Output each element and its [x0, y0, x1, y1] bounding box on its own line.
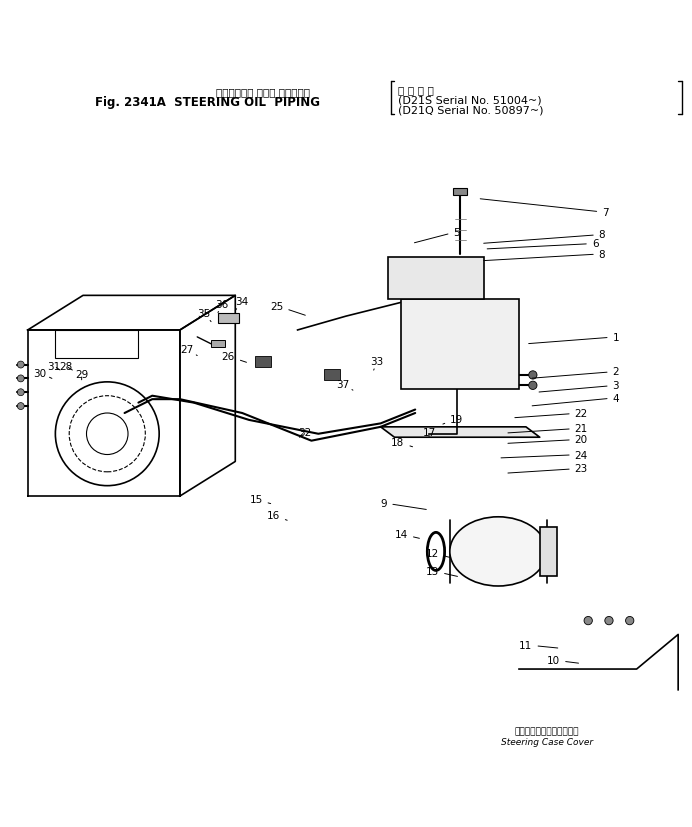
- Polygon shape: [381, 428, 540, 437]
- Text: 18: 18: [391, 437, 412, 447]
- Text: 13: 13: [426, 566, 457, 576]
- FancyBboxPatch shape: [401, 299, 519, 390]
- Text: 7: 7: [480, 199, 609, 218]
- Text: 24: 24: [501, 450, 588, 460]
- Circle shape: [17, 403, 24, 410]
- Bar: [453, 189, 467, 196]
- Circle shape: [529, 382, 537, 390]
- Circle shape: [17, 390, 24, 396]
- Bar: [324, 370, 340, 381]
- Text: 25: 25: [270, 301, 305, 316]
- Circle shape: [17, 375, 24, 382]
- Text: Steering Case Cover: Steering Case Cover: [500, 738, 593, 746]
- Text: 6: 6: [487, 239, 599, 250]
- Ellipse shape: [450, 517, 547, 586]
- Text: 16: 16: [266, 511, 287, 521]
- Text: 9: 9: [381, 499, 426, 509]
- Text: 31: 31: [47, 361, 61, 371]
- Text: 5: 5: [415, 227, 460, 243]
- Text: 34: 34: [235, 297, 249, 311]
- Text: 33: 33: [370, 356, 384, 370]
- Bar: [55, 331, 138, 358]
- Circle shape: [529, 371, 537, 380]
- Text: 8: 8: [484, 250, 606, 261]
- Circle shape: [626, 617, 634, 625]
- Circle shape: [17, 361, 24, 369]
- Text: 12: 12: [426, 548, 450, 558]
- Text: 27: 27: [180, 344, 197, 356]
- Text: Fig. 2341A  STEERING OIL  PIPING: Fig. 2341A STEERING OIL PIPING: [95, 96, 320, 109]
- Circle shape: [605, 617, 613, 625]
- Polygon shape: [180, 296, 235, 496]
- Text: 28: 28: [59, 361, 73, 371]
- Text: 1: 1: [529, 332, 619, 344]
- Text: 19: 19: [443, 414, 464, 424]
- Text: 14: 14: [394, 529, 419, 539]
- Text: 23: 23: [508, 464, 588, 474]
- Text: 21: 21: [508, 423, 588, 433]
- Text: 20: 20: [508, 435, 588, 445]
- Text: 10: 10: [547, 655, 579, 665]
- Text: 4: 4: [532, 394, 619, 406]
- Text: ステアリングケースカバー: ステアリングケースカバー: [514, 727, 579, 736]
- Text: 26: 26: [221, 351, 246, 363]
- Text: (D21S Serial No. 51004~): (D21S Serial No. 51004~): [398, 95, 542, 105]
- Polygon shape: [28, 296, 235, 331]
- Bar: [218, 313, 239, 323]
- Text: 11: 11: [519, 640, 558, 650]
- Text: 30: 30: [34, 368, 52, 379]
- Text: 29: 29: [75, 370, 89, 380]
- Text: 22: 22: [515, 409, 588, 418]
- Polygon shape: [28, 331, 180, 496]
- Text: 36: 36: [215, 299, 228, 313]
- Text: 適 用 号 機: 適 用 号 機: [398, 85, 434, 95]
- Bar: [388, 258, 484, 299]
- Bar: [211, 341, 225, 348]
- Text: 37: 37: [336, 380, 353, 390]
- Text: 8: 8: [484, 230, 606, 244]
- Text: ステアリング オイル パイピング: ステアリング オイル パイピング: [216, 87, 310, 97]
- Text: (D21Q Serial No. 50897~): (D21Q Serial No. 50897~): [398, 106, 543, 116]
- Text: 35: 35: [197, 308, 211, 323]
- Text: 17: 17: [422, 428, 436, 437]
- Circle shape: [584, 617, 592, 625]
- Bar: [540, 528, 557, 576]
- Text: 15: 15: [249, 495, 271, 505]
- Text: 3: 3: [539, 381, 619, 393]
- Bar: [255, 356, 271, 367]
- Text: 2: 2: [532, 367, 619, 379]
- Text: 32: 32: [298, 428, 311, 437]
